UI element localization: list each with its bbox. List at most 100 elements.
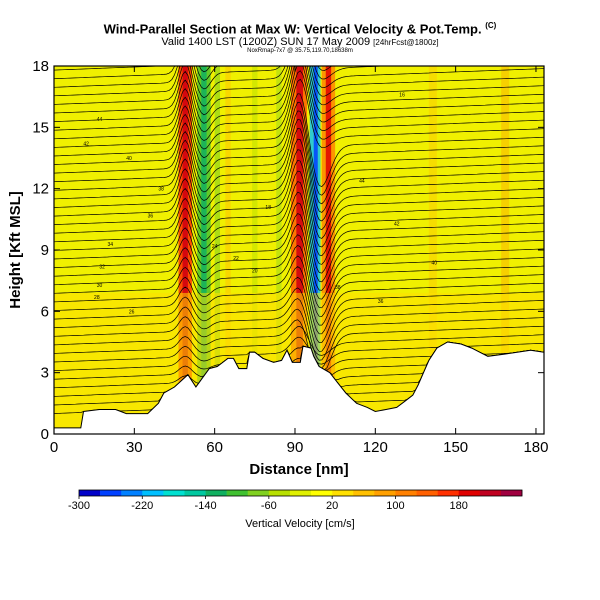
- theta-contour: [54, 276, 544, 343]
- theta-contour-label: 42: [83, 142, 89, 148]
- colorbar-swatch: [247, 490, 270, 496]
- velocity-band: [201, 66, 207, 434]
- velocity-band: [313, 66, 318, 434]
- theta-contour: [54, 66, 544, 99]
- theta-contour-label: 34: [107, 242, 113, 248]
- x-tick-label: 120: [363, 439, 388, 456]
- y-tick-label: 12: [32, 181, 49, 198]
- colorbar-tick-label: 100: [386, 500, 404, 512]
- x-tick-label: 180: [523, 439, 548, 456]
- theta-contour-label: 36: [148, 213, 154, 219]
- theta-contour: [54, 119, 544, 213]
- theta-contour: [54, 66, 544, 107]
- colorbar: -300 -220 -140 -60 20 100 180: [68, 489, 523, 512]
- theta-contour: [54, 223, 544, 300]
- colorbar-swatch: [416, 490, 438, 496]
- colorbar-title: Vertical Velocity [cm/s]: [245, 518, 354, 530]
- velocity-band: [182, 66, 188, 434]
- theta-contour-label: 38: [335, 285, 341, 291]
- theta-contour: [54, 66, 544, 141]
- colorbar-swatch: [142, 490, 164, 496]
- x-tick-label: 0: [50, 439, 58, 456]
- theta-contour-label: 36: [378, 299, 384, 305]
- colorbar-swatch: [226, 490, 249, 496]
- theta-contour: [54, 255, 544, 326]
- y-tick-label: 15: [32, 119, 49, 136]
- theta-contour-label: 44: [359, 179, 365, 185]
- colorbar-tick-label: -220: [131, 500, 153, 512]
- theta-contour: [54, 66, 396, 90]
- theta-contour: [54, 93, 544, 188]
- theta-contour-label: 16: [399, 93, 405, 99]
- colorbar-tick-label: -140: [195, 500, 217, 512]
- theta-contour-label: 22: [233, 256, 239, 262]
- colorbar-swatch: [332, 490, 354, 496]
- x-axis: 0 30 60 90 120 150 180: [50, 66, 548, 456]
- theta-contour: [54, 266, 544, 335]
- colorbar-swatch: [395, 490, 417, 496]
- theta-contour: [54, 308, 544, 369]
- colorbar-swatch: [458, 490, 481, 496]
- theta-contour: [54, 319, 544, 371]
- y-tick-label: 6: [41, 303, 49, 320]
- colorbar-tick-label: 20: [326, 500, 338, 512]
- theta-contour: [54, 101, 544, 196]
- y-tick-label: 18: [32, 58, 49, 75]
- theta-contour: [54, 159, 544, 248]
- theta-contour: [54, 128, 544, 222]
- theta-contour-label: 40: [126, 156, 132, 162]
- theta-contour-label: 20: [252, 268, 258, 274]
- colorbar-swatch: [289, 490, 312, 496]
- theta-contour: [54, 78, 544, 159]
- theta-contour: [54, 70, 544, 150]
- colorbar-swatch: [121, 490, 143, 496]
- colorbar-swatch: [100, 490, 122, 496]
- theta-contour: [54, 287, 544, 352]
- theta-contour: [54, 298, 544, 361]
- theta-contour-label: 18: [265, 205, 271, 211]
- theta-contour: [54, 213, 544, 291]
- theta-contour: [54, 149, 544, 239]
- theta-contour-label: 44: [97, 117, 103, 123]
- theta-contour-label: 38: [158, 187, 164, 193]
- theta-contour: [54, 244, 544, 317]
- theta-contour: [54, 66, 544, 124]
- theta-contour: [54, 66, 544, 133]
- theta-contour-label: 42: [394, 221, 400, 227]
- y-tick-label: 0: [41, 426, 49, 443]
- theta-contour: [54, 234, 544, 309]
- colorbar-tick-label: 180: [450, 500, 468, 512]
- theta-contour: [54, 138, 544, 231]
- theta-contour-label: 40: [431, 260, 437, 266]
- colorbar-swatch: [479, 490, 502, 496]
- chart-caption: NoxRmap-7x7 @ 35.75,119.70,18638m: [247, 48, 353, 54]
- colorbar-swatch: [163, 490, 185, 496]
- colorbar-swatch: [79, 490, 101, 496]
- theta-contour: [54, 66, 544, 116]
- theta-contour: [54, 170, 544, 257]
- colorbar-swatch: [500, 490, 523, 496]
- theta-contour-label: 26: [129, 309, 135, 315]
- x-tick-label: 60: [206, 439, 223, 456]
- terrain-mask: [54, 341, 544, 434]
- colorbar-swatch: [184, 490, 206, 496]
- theta-contour: [54, 181, 544, 265]
- x-tick-label: 90: [287, 439, 304, 456]
- velocity-band: [296, 66, 304, 434]
- colorbar-swatch: [374, 490, 396, 496]
- theta-contour-label: 28: [94, 295, 100, 301]
- theta-contour-label: 32: [99, 264, 105, 270]
- colorbar-swatch: [437, 490, 460, 496]
- colorbar-tick-label: -300: [68, 500, 90, 512]
- x-tick-label: 150: [443, 439, 468, 456]
- velocity-band: [276, 66, 282, 434]
- chart-subtitle: Valid 1400 LST (1200Z) SUN 17 May 2009 […: [161, 36, 439, 48]
- colorbar-frame: [78, 489, 523, 497]
- velocity-band: [225, 66, 231, 434]
- y-axis-title: Height [Kft MSL]: [7, 191, 24, 308]
- theta-contour: [54, 326, 544, 356]
- velocity-band: [325, 66, 332, 434]
- velocity-band: [252, 66, 258, 434]
- colorbar-swatch: [268, 490, 291, 496]
